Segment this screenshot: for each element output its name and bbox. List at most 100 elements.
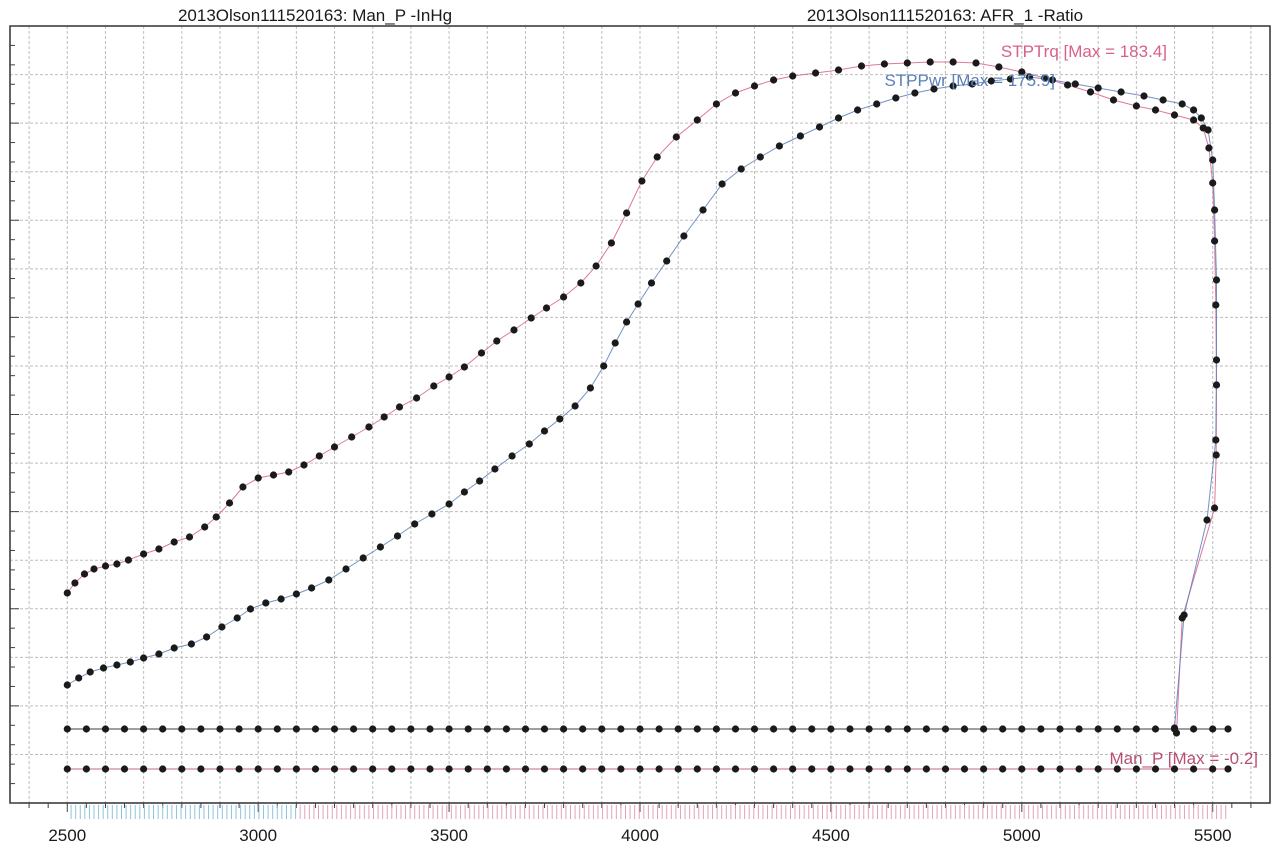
stppwr-point [1159, 96, 1167, 104]
afr-1-point [1018, 725, 1026, 733]
man-p-point [197, 765, 205, 773]
pwr-max-label: STPPwr [Max = 175.9] [884, 71, 1055, 90]
stptrq-point [972, 59, 980, 67]
stppwr-point [834, 114, 843, 122]
afr-1-point [1209, 725, 1217, 733]
stptrq-point [348, 433, 356, 441]
stppwr-point [246, 605, 255, 613]
x-axis-tick-labels: 2500 3000 3500 4000 4500 5000 5500 [48, 826, 1231, 845]
man-p-point [1132, 765, 1140, 773]
stppwr-point [699, 206, 707, 214]
stptrq-point [693, 116, 701, 124]
afr-1-point [808, 725, 816, 733]
stptrq-point [592, 262, 600, 270]
afr-1-point [865, 725, 873, 733]
afr-1-point [560, 725, 568, 733]
stptrq-point [365, 423, 373, 431]
man-p-point [1224, 765, 1232, 773]
afr-1-point [1132, 725, 1140, 733]
stptrq-point [926, 58, 934, 66]
afr-1-point [521, 725, 530, 733]
man-p-point [483, 765, 491, 773]
afr-1-point [941, 725, 950, 733]
stppwr-point [949, 82, 957, 90]
stppwr-point [540, 427, 549, 435]
stppwr-point [647, 279, 656, 287]
afr-1-point [311, 725, 320, 733]
stptrq-point [577, 279, 585, 287]
stppwr-point [262, 599, 270, 607]
stptrq-point [140, 550, 148, 558]
man-p-point [846, 765, 854, 773]
manp-max-label: Man_P [Max = -0.2] [1109, 749, 1258, 768]
stppwr-point [75, 674, 83, 682]
man-p-point [464, 765, 472, 773]
man-p-point [1113, 765, 1121, 773]
man-p-point [960, 765, 969, 773]
stppwr-point [113, 661, 121, 669]
man-p-point [140, 765, 148, 773]
stppwr-point [987, 77, 995, 85]
stptrq-point [315, 452, 323, 460]
stppwr-point [586, 384, 595, 392]
man-p-point [1209, 765, 1217, 773]
stptrq-point [395, 403, 404, 411]
afr-1-point [846, 725, 854, 733]
stppwr-point [1025, 73, 1034, 81]
stptrq-point [1132, 102, 1140, 110]
stppwr-point [1048, 76, 1056, 84]
stppwr-point [756, 153, 764, 161]
afr-1-point [178, 725, 186, 733]
stppwr-point [155, 650, 163, 658]
stppwr-point [525, 440, 533, 448]
man-p-point [1094, 765, 1102, 773]
stptrq-point [155, 545, 163, 553]
stptrq-point [493, 337, 501, 345]
stptrq-point [527, 314, 535, 322]
stptrq-point [285, 468, 293, 476]
stppwr-point [873, 100, 881, 108]
man-p-point [311, 765, 320, 773]
stppwr-point [634, 300, 642, 308]
x-tick-label: 4500 [812, 826, 850, 845]
stppwr-point [1071, 80, 1079, 88]
trq-max-label: STPTrq [Max = 183.4] [1001, 42, 1167, 61]
stptrq-point [300, 461, 308, 469]
stptrq-point [1211, 237, 1219, 245]
man-p-point [865, 765, 873, 773]
stppwr-point [428, 510, 436, 518]
afr-1-point [999, 725, 1007, 733]
stptrq-point [812, 69, 820, 77]
stppwr-point [308, 584, 316, 592]
afr-1-point [426, 725, 434, 733]
stppwr-point [126, 658, 134, 666]
stppwr-point [411, 520, 419, 528]
afr-1-point [1113, 725, 1121, 733]
stppwr-point [1190, 106, 1198, 114]
man-p-point [922, 765, 931, 773]
stppwr-point [1140, 92, 1148, 100]
afr-1-point [1075, 725, 1083, 733]
stptrq-point [638, 177, 646, 185]
man-p-point [712, 765, 721, 773]
man-p-point [254, 765, 262, 773]
afr-1-point [1170, 725, 1179, 733]
stptrq-point [834, 66, 843, 74]
afr-1-point [731, 725, 740, 733]
afr-1-point [789, 725, 797, 733]
stppwr-point [277, 595, 285, 603]
stptrq-point [254, 474, 262, 482]
x-tick-label: 4000 [621, 826, 659, 845]
stptrq-point [731, 89, 740, 97]
afr-1-point [693, 725, 701, 733]
stptrq-point [880, 60, 889, 68]
afr-1-point [216, 725, 224, 733]
afr-1-point [903, 725, 911, 733]
afr-1-point [1056, 725, 1064, 733]
afr-1-point [159, 725, 167, 733]
stppwr-point [325, 576, 333, 584]
afr-1-point [980, 725, 988, 733]
stptrq-point [1064, 81, 1072, 89]
x-tick-label: 3500 [430, 826, 468, 845]
